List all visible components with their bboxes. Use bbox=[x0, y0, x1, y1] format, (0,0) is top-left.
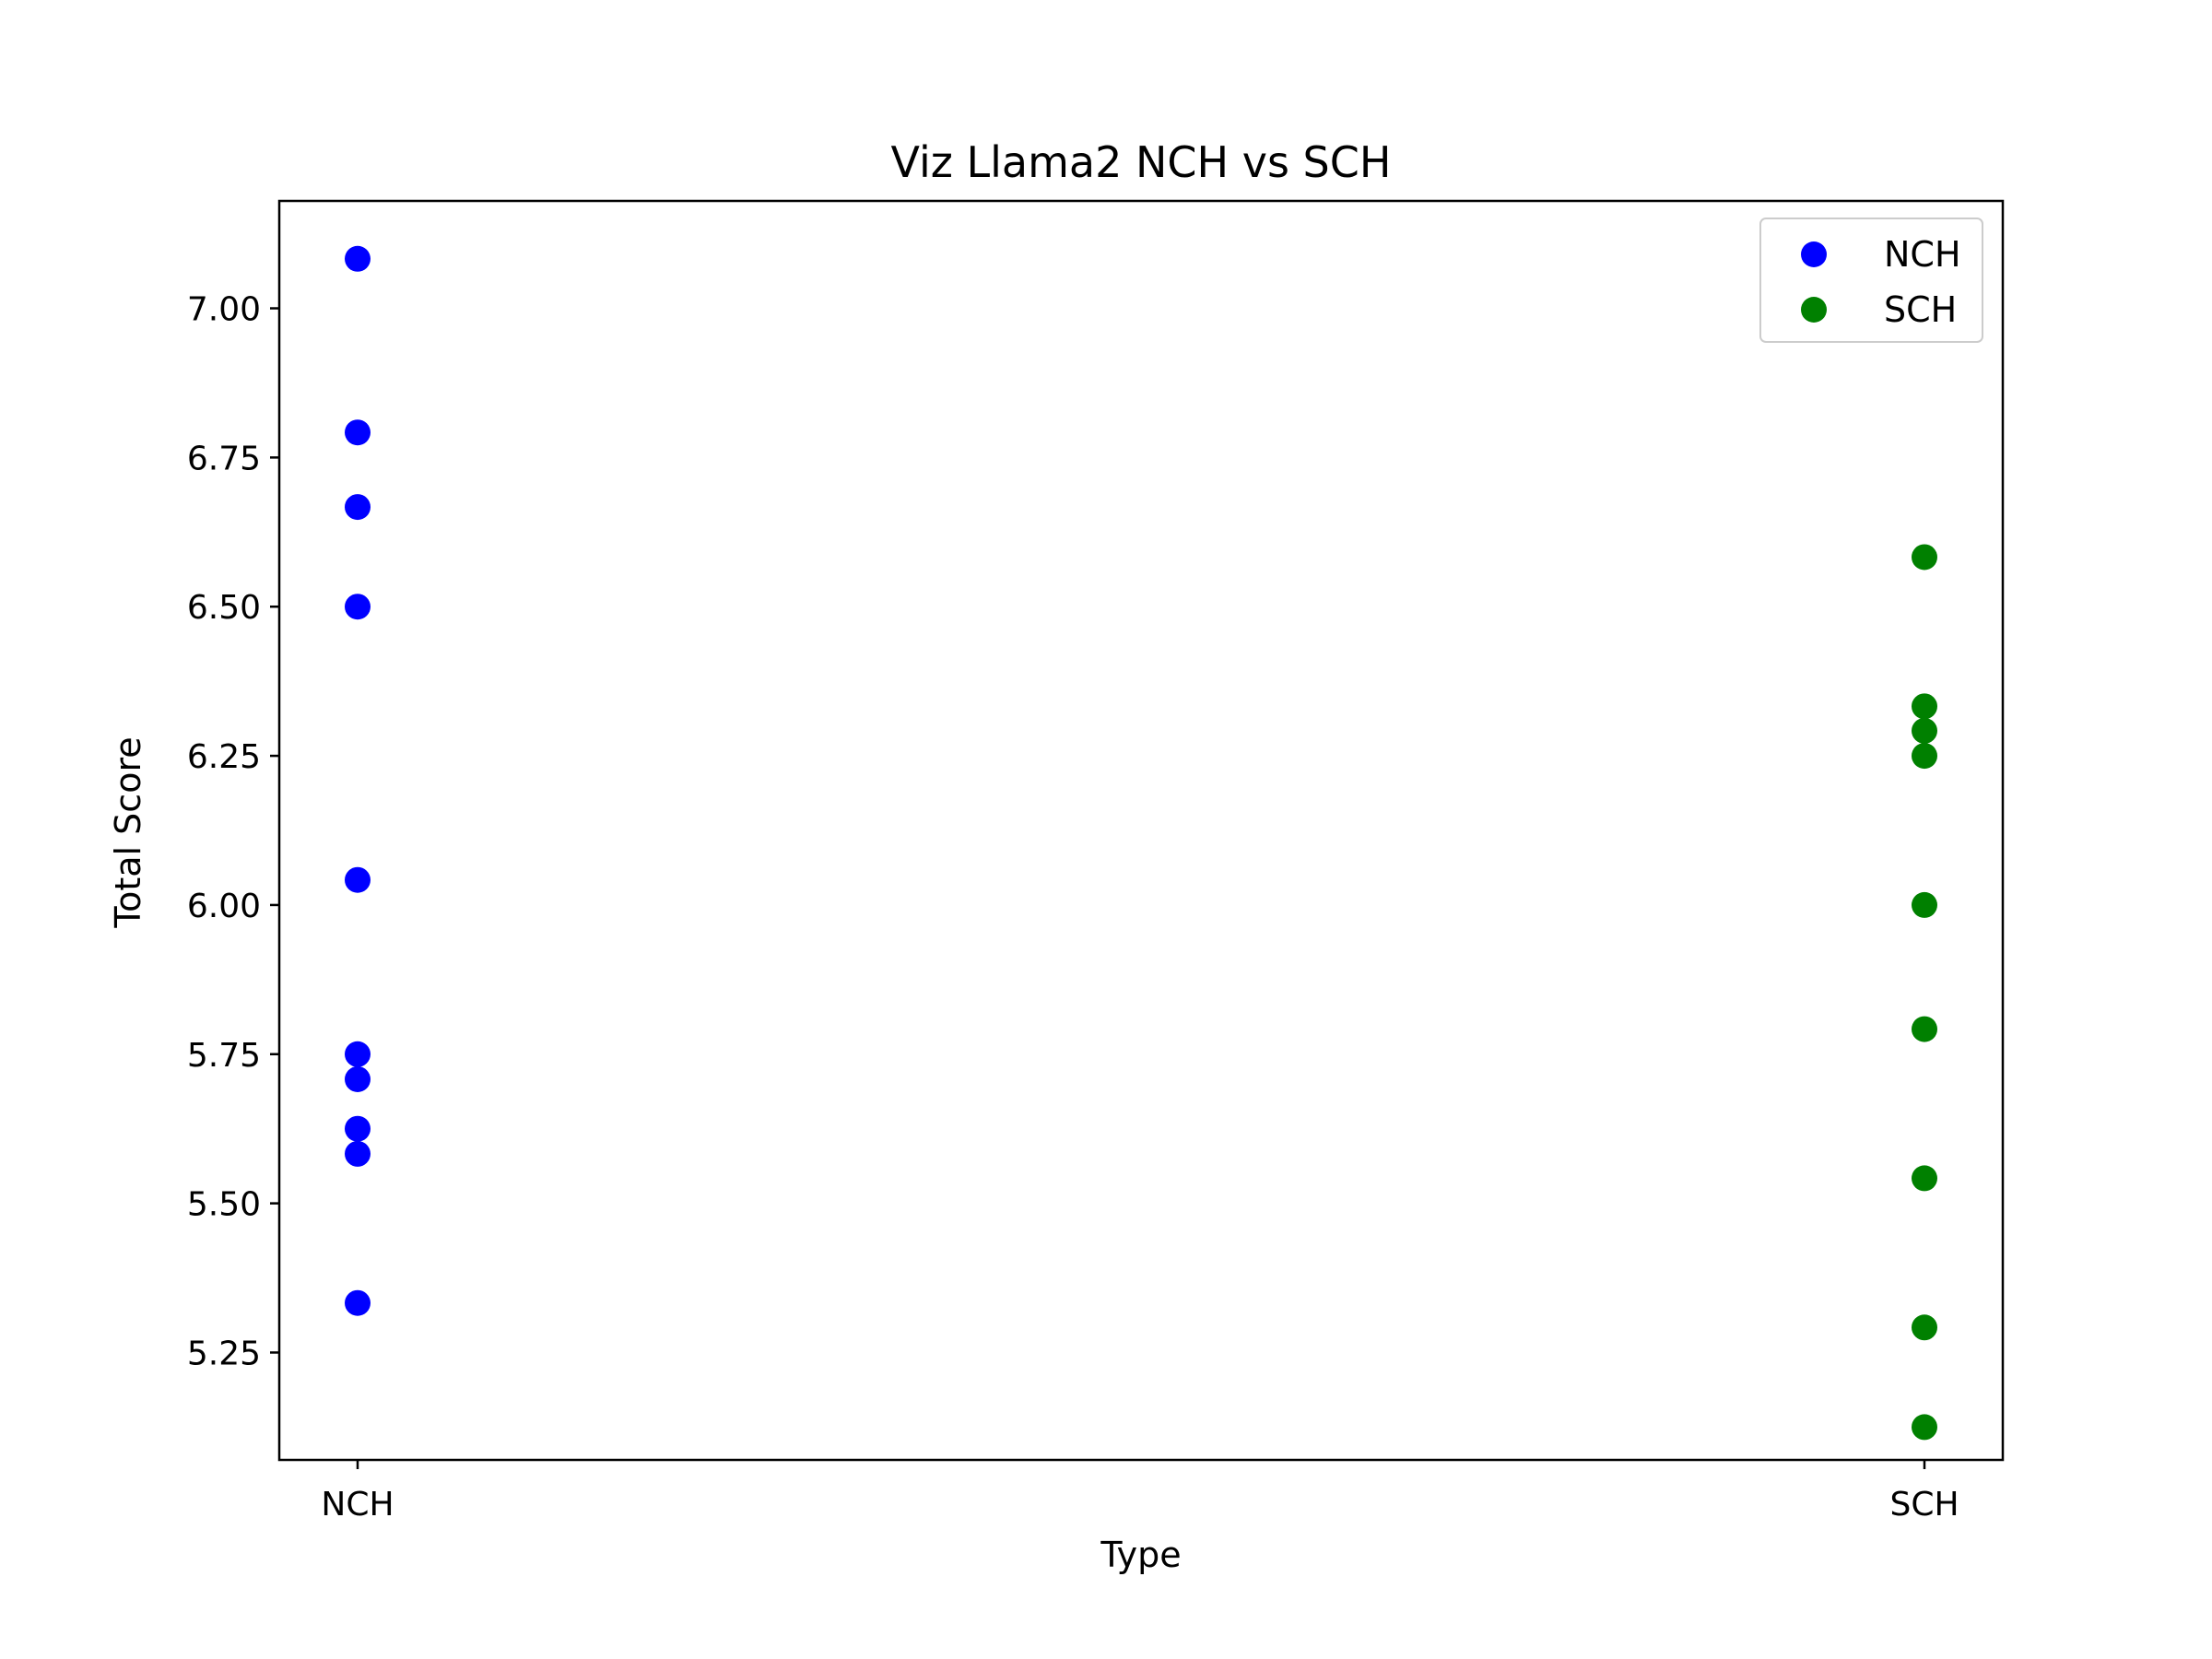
data-point-nch bbox=[345, 594, 371, 620]
y-tick-label: 5.50 bbox=[187, 1186, 261, 1224]
data-point-nch bbox=[345, 245, 371, 272]
data-point-nch bbox=[345, 1140, 371, 1167]
data-point-sch bbox=[1912, 891, 1937, 918]
data-point-sch bbox=[1912, 1314, 1937, 1341]
data-point-nch bbox=[345, 1041, 371, 1067]
chart-title: Viz Llama2 NCH vs SCH bbox=[891, 137, 1392, 187]
legend-label-sch: SCH bbox=[1884, 289, 1957, 330]
y-tick-label: 7.00 bbox=[187, 291, 261, 329]
data-point-sch bbox=[1912, 1016, 1937, 1042]
legend-label-nch: NCH bbox=[1884, 234, 1961, 275]
y-axis-label: Total Score bbox=[108, 736, 148, 928]
data-point-sch bbox=[1912, 544, 1937, 571]
data-point-sch bbox=[1912, 693, 1937, 720]
data-point-nch bbox=[345, 419, 371, 446]
data-point-sch bbox=[1912, 743, 1937, 770]
data-point-nch bbox=[345, 494, 371, 521]
data-point-sch bbox=[1912, 717, 1937, 744]
axis-ticks: 5.25 5.50 5.75 6.00 6.25 6.50 6.75 7.00 NCH SCH bbox=[187, 291, 1959, 1524]
data-point-sch bbox=[1912, 1414, 1937, 1441]
legend: NCH SCH bbox=[1759, 218, 1983, 343]
data-points bbox=[345, 245, 1937, 1441]
y-tick-label: 6.00 bbox=[187, 888, 261, 925]
legend-marker-sch bbox=[1801, 297, 1827, 323]
data-point-sch bbox=[1912, 1165, 1937, 1192]
data-point-nch bbox=[345, 866, 371, 893]
x-tick-label: NCH bbox=[321, 1486, 394, 1524]
y-tick-label: 6.50 bbox=[187, 589, 261, 627]
y-tick-label: 5.25 bbox=[187, 1335, 261, 1372]
data-point-nch bbox=[345, 1115, 371, 1142]
plot-frame bbox=[277, 199, 2005, 1462]
legend-marker-nch bbox=[1801, 241, 1827, 267]
y-tick-label: 6.75 bbox=[187, 440, 261, 477]
x-tick-label: SCH bbox=[1889, 1486, 1959, 1524]
y-tick-label: 5.75 bbox=[187, 1037, 261, 1075]
x-axis-label: Type bbox=[1100, 1535, 1181, 1575]
data-point-nch bbox=[345, 1289, 371, 1316]
data-point-nch bbox=[345, 1065, 371, 1092]
y-tick-label: 6.25 bbox=[187, 738, 261, 776]
